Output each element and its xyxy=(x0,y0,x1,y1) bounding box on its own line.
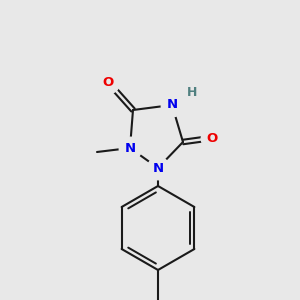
Text: N: N xyxy=(152,161,164,175)
Text: O: O xyxy=(206,131,218,145)
Text: N: N xyxy=(167,98,178,112)
Text: O: O xyxy=(102,76,114,88)
Text: N: N xyxy=(124,142,136,154)
Text: H: H xyxy=(187,86,197,100)
